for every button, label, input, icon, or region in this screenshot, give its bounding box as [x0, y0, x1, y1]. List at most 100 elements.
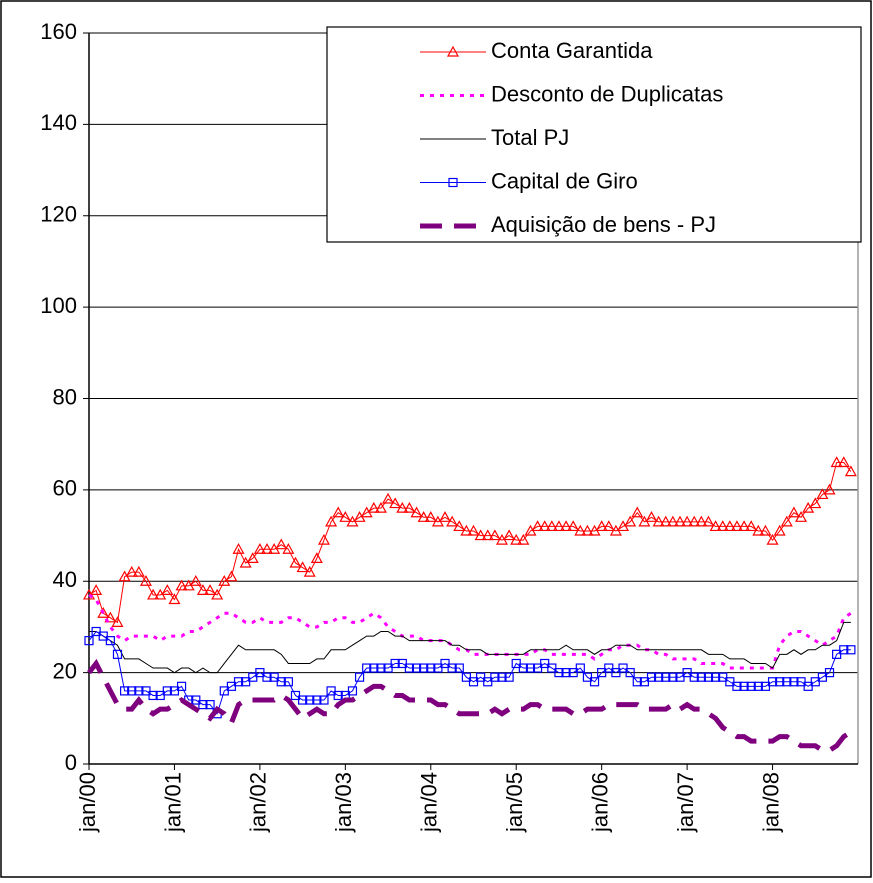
marker: [467, 524, 480, 536]
marker: [703, 672, 714, 682]
marker: [317, 533, 330, 545]
marker: [283, 677, 293, 687]
marker: [716, 520, 729, 532]
marker: [666, 515, 679, 527]
marker: [518, 663, 528, 673]
marker: [554, 668, 564, 678]
marker: [382, 492, 395, 504]
marker: [574, 524, 587, 536]
marker: [575, 663, 585, 673]
marker: [148, 690, 158, 701]
marker: [162, 686, 172, 696]
marker: [830, 456, 843, 468]
marker: [745, 520, 758, 532]
marker: [276, 677, 286, 687]
marker: [448, 177, 458, 188]
marker: [147, 588, 160, 600]
marker: [567, 520, 580, 532]
marker: [196, 584, 209, 595]
y-tick-label: 60: [53, 476, 77, 501]
marker: [753, 681, 763, 691]
marker: [481, 529, 494, 541]
marker: [659, 515, 672, 527]
marker: [752, 524, 765, 536]
x-tick-label: jan/05: [502, 772, 527, 833]
marker: [225, 570, 238, 582]
marker: [319, 695, 329, 705]
marker: [738, 520, 751, 532]
marker: [233, 677, 244, 687]
marker: [310, 552, 323, 564]
marker: [426, 663, 436, 673]
x-tick-label: jan/07: [673, 772, 698, 833]
marker: [732, 681, 742, 691]
marker: [773, 524, 786, 536]
marker: [303, 565, 316, 577]
marker: [419, 663, 429, 673]
marker: [688, 515, 701, 527]
marker: [846, 645, 856, 655]
marker: [782, 677, 792, 687]
marker: [839, 645, 849, 655]
marker: [454, 663, 464, 673]
marker: [189, 575, 202, 586]
x-tick-label: jan/03: [331, 772, 356, 833]
marker: [120, 686, 130, 696]
marker: [253, 543, 266, 554]
marker: [134, 686, 144, 696]
legend-label: Total PJ: [491, 125, 569, 150]
marker: [312, 695, 322, 705]
marker: [531, 520, 544, 532]
legend-box: [326, 26, 862, 243]
marker: [404, 663, 415, 673]
marker: [376, 663, 386, 673]
marker: [538, 520, 551, 532]
marker: [305, 695, 315, 705]
marker: [132, 565, 145, 577]
y-tick-label: 160: [40, 19, 77, 44]
marker: [417, 511, 430, 522]
y-tick-label: 20: [53, 658, 77, 683]
marker: [767, 677, 778, 687]
marker: [497, 672, 507, 682]
marker: [296, 561, 309, 573]
marker: [447, 663, 457, 673]
marker: [645, 511, 658, 522]
marker: [545, 520, 558, 532]
marker: [646, 672, 657, 682]
marker: [410, 506, 423, 518]
legend-label: Aquisição de bens - PJ: [491, 212, 716, 237]
marker: [673, 515, 687, 527]
marker: [111, 616, 124, 627]
marker: [766, 533, 779, 545]
marker: [347, 686, 358, 696]
legend-label: Capital de Giro: [491, 168, 638, 193]
marker: [824, 668, 835, 678]
marker: [681, 515, 694, 527]
marker: [332, 506, 345, 518]
x-tick-label: jan/02: [246, 772, 271, 833]
marker: [780, 515, 793, 527]
series-line: [87, 658, 853, 753]
marker: [453, 520, 466, 532]
marker: [369, 663, 379, 673]
marker: [589, 677, 600, 687]
marker: [654, 672, 664, 682]
marker: [795, 511, 808, 522]
marker: [490, 672, 500, 682]
marker: [525, 663, 536, 673]
x-tick-label: jan/08: [758, 772, 783, 833]
marker: [789, 677, 799, 687]
y-tick-label: 80: [53, 384, 77, 409]
marker: [474, 529, 487, 541]
y-tick-label: 0: [65, 750, 77, 775]
marker: [787, 506, 800, 518]
marker: [204, 584, 217, 595]
marker: [710, 672, 721, 682]
marker: [695, 515, 708, 527]
marker: [652, 515, 665, 527]
legend-label: Conta Garantida: [491, 38, 653, 63]
marker: [411, 663, 422, 673]
marker: [560, 520, 573, 532]
